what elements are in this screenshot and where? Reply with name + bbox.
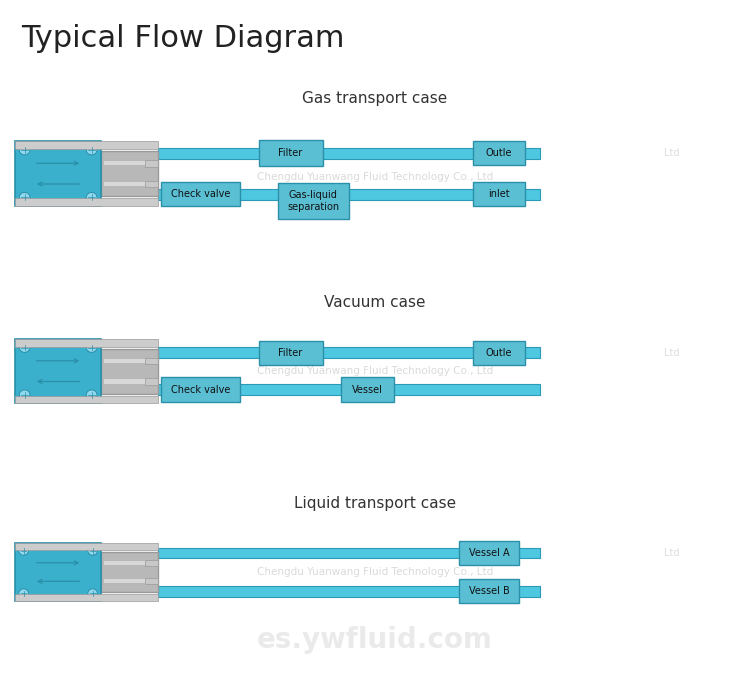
Bar	[459, 541, 519, 565]
Bar	[15, 543, 158, 550]
Bar	[15, 396, 158, 403]
Bar	[104, 182, 152, 186]
Bar	[259, 340, 322, 365]
Bar	[146, 378, 158, 385]
Bar	[15, 142, 101, 206]
Bar	[104, 161, 152, 165]
Circle shape	[20, 193, 30, 202]
Text: Outle: Outle	[485, 148, 512, 158]
Bar	[158, 586, 540, 597]
Text: Vessel A: Vessel A	[469, 548, 509, 558]
Circle shape	[20, 343, 30, 352]
Circle shape	[86, 343, 97, 352]
Circle shape	[86, 390, 97, 400]
Circle shape	[19, 547, 28, 555]
Text: Vacuum case: Vacuum case	[324, 295, 426, 310]
Text: Gas transport case: Gas transport case	[302, 91, 448, 106]
Bar	[104, 379, 152, 383]
Circle shape	[88, 589, 98, 597]
Bar	[146, 180, 158, 187]
Text: Chengdu Yuanwang Fluid Technology Co., Ltd: Chengdu Yuanwang Fluid Technology Co., L…	[256, 567, 494, 577]
Bar	[146, 560, 158, 566]
Text: Check valve: Check valve	[171, 385, 230, 394]
Circle shape	[88, 547, 98, 555]
Bar	[158, 148, 540, 159]
Text: Vessel: Vessel	[352, 385, 383, 394]
Bar	[146, 358, 158, 364]
Bar	[472, 182, 525, 206]
Bar	[15, 142, 158, 149]
Text: Check valve: Check valve	[171, 189, 230, 199]
Bar	[161, 182, 240, 206]
Bar	[104, 580, 152, 583]
Text: Outle: Outle	[485, 348, 512, 358]
Bar	[472, 141, 525, 165]
Bar	[459, 579, 519, 603]
Bar	[15, 339, 101, 403]
Bar	[101, 552, 158, 592]
Bar	[104, 359, 152, 363]
Bar	[259, 140, 322, 166]
Bar	[104, 561, 152, 565]
Bar	[278, 183, 349, 219]
Text: Typical Flow Diagram: Typical Flow Diagram	[21, 24, 344, 53]
Bar	[158, 548, 540, 558]
Bar	[158, 347, 540, 358]
Circle shape	[19, 589, 28, 597]
Bar	[15, 594, 158, 601]
Text: Chengdu Yuanwang Fluid Technology Co., Ltd: Chengdu Yuanwang Fluid Technology Co., L…	[256, 172, 494, 182]
Bar	[15, 543, 101, 601]
Bar	[472, 340, 525, 365]
Text: Ltd: Ltd	[664, 548, 680, 558]
Text: Vessel B: Vessel B	[469, 586, 509, 596]
Bar	[161, 377, 240, 402]
Text: Filter: Filter	[278, 148, 303, 158]
Circle shape	[20, 145, 30, 155]
Bar	[15, 338, 158, 347]
Bar	[146, 160, 158, 167]
Circle shape	[86, 193, 97, 202]
Bar	[158, 189, 540, 200]
Text: Ltd: Ltd	[664, 148, 680, 158]
Bar	[15, 198, 158, 206]
Bar	[101, 151, 158, 196]
Bar	[146, 578, 158, 584]
Text: Liquid transport case: Liquid transport case	[294, 496, 456, 511]
Text: Ltd: Ltd	[664, 348, 680, 358]
Bar	[101, 349, 158, 394]
Circle shape	[86, 145, 97, 155]
Text: es.ywfluid.com: es.ywfluid.com	[257, 626, 493, 654]
Bar	[158, 384, 540, 395]
Text: Filter: Filter	[278, 348, 303, 358]
Circle shape	[20, 390, 30, 400]
Text: Chengdu Yuanwang Fluid Technology Co., Ltd: Chengdu Yuanwang Fluid Technology Co., L…	[256, 366, 494, 376]
Text: Gas-liquid
separation: Gas-liquid separation	[287, 190, 339, 212]
Bar	[341, 377, 394, 402]
Text: inlet: inlet	[488, 189, 509, 199]
